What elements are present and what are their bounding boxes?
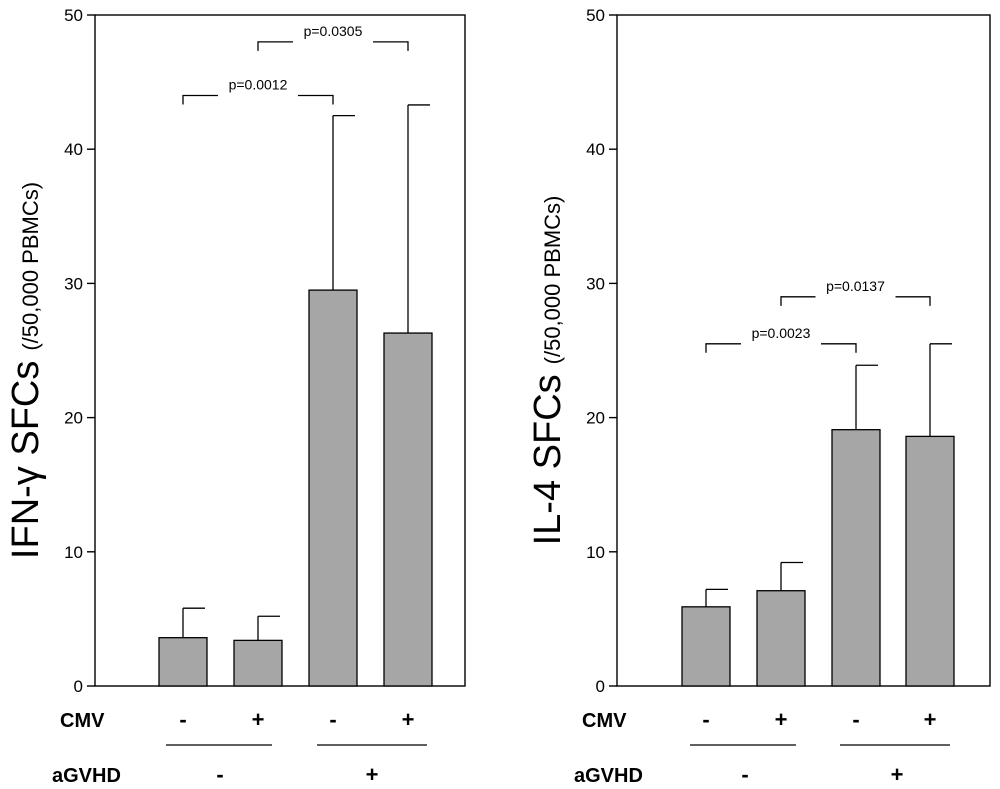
chart-panel-1: 0 10 20 30 40 50 IFN-γ SFCs (/50,000 PBMCs) p=0.… xyxy=(5,6,466,787)
row-label-agvhd: aGVHD xyxy=(574,765,643,787)
cmv-sign: - xyxy=(852,707,859,732)
row-label-agvhd: aGVHD xyxy=(52,765,121,787)
row-label-cmv: CMV xyxy=(60,710,105,732)
agvhd-sign: - xyxy=(216,762,223,787)
y-axis-label-unit: (/50,000 PBMCs) xyxy=(540,196,565,365)
y-tick-label: 20 xyxy=(64,409,83,428)
bar xyxy=(233,639,283,687)
y-tick-label: 50 xyxy=(64,6,83,25)
bar xyxy=(831,429,881,687)
y-tick-label: 20 xyxy=(586,409,605,428)
cmv-sign: + xyxy=(402,707,415,732)
bar xyxy=(383,332,433,687)
bar xyxy=(905,435,955,687)
agvhd-sign: - xyxy=(741,762,748,787)
y-tick-label: 30 xyxy=(586,274,605,293)
bracket-label-bg xyxy=(741,333,821,346)
p-value-label: p=0.0012 xyxy=(229,77,288,93)
bar xyxy=(681,606,731,687)
agvhd-sign: + xyxy=(891,762,904,787)
y-axis-label-main: IL-4 SFCs xyxy=(527,374,569,545)
y-axis-label: IL-4 SFCs (/50,000 PBMCs) xyxy=(527,196,569,546)
agvhd-sign: + xyxy=(366,762,379,787)
y-tick-label: 0 xyxy=(596,677,605,696)
cmv-sign: - xyxy=(329,707,336,732)
bracket-label-bg xyxy=(218,85,298,98)
bracket-label-bg xyxy=(293,31,373,44)
y-axis-label: IFN-γ SFCs (/50,000 PBMCs) xyxy=(5,182,47,559)
bar xyxy=(308,289,358,687)
cmv-sign: + xyxy=(775,707,788,732)
y-tick-label: 0 xyxy=(74,677,83,696)
significance-bracket: p=0.0137 xyxy=(780,278,931,306)
p-value-label: p=0.0023 xyxy=(752,325,811,341)
chart-panel-2: 0 10 20 30 40 50 IL-4 SFCs (/50,000 PBMCs) p=0.0… xyxy=(527,6,991,787)
significance-bracket: p=0.0305 xyxy=(257,23,409,51)
y-tick-label: 30 xyxy=(64,274,83,293)
significance-bracket: p=0.0023 xyxy=(705,325,857,353)
y-tick-label: 10 xyxy=(64,543,83,562)
bracket-label-bg xyxy=(815,286,896,299)
bar xyxy=(756,590,806,687)
p-value-label: p=0.0137 xyxy=(826,278,885,294)
cmv-sign: + xyxy=(924,707,937,732)
y-tick-label: 40 xyxy=(586,140,605,159)
y-tick-label: 50 xyxy=(586,6,605,25)
y-axis-label-main: IFN-γ SFCs xyxy=(5,361,47,559)
significance-bracket: p=0.0012 xyxy=(182,77,334,105)
cmv-sign: - xyxy=(179,707,186,732)
bar xyxy=(158,637,208,687)
cmv-sign: - xyxy=(702,707,709,732)
cmv-sign: + xyxy=(252,707,265,732)
y-tick-label: 10 xyxy=(586,543,605,562)
p-value-label: p=0.0305 xyxy=(304,23,363,39)
y-axis-label-unit: (/50,000 PBMCs) xyxy=(18,182,43,351)
row-label-cmv: CMV xyxy=(582,710,627,732)
y-tick-label: 40 xyxy=(64,140,83,159)
